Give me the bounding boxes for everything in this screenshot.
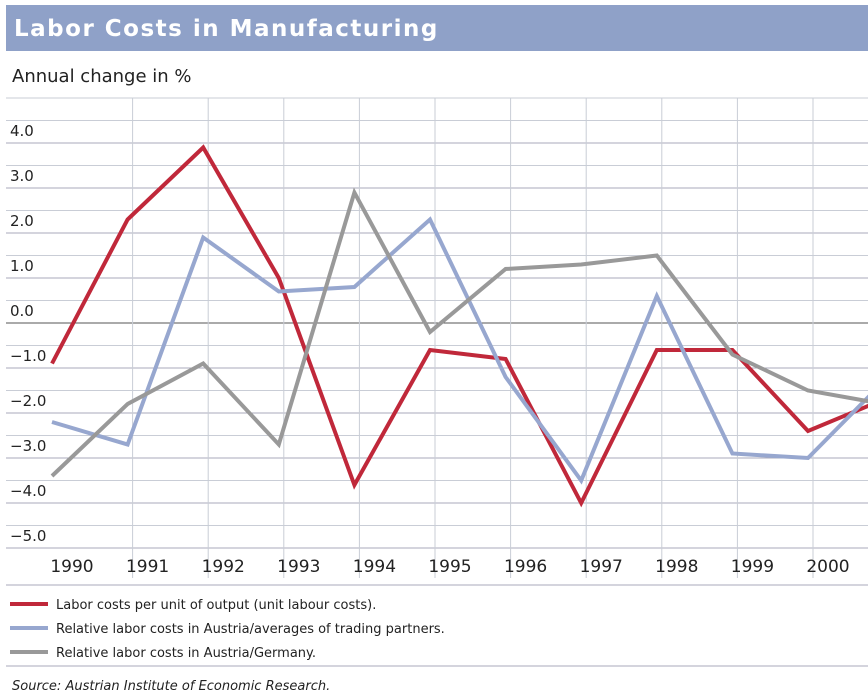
chart-title: Labor Costs in Manufacturing [14,16,439,42]
x-tick-label: 1998 [655,557,698,577]
x-tick-label: 1997 [580,557,623,577]
y-tick-label: 4.0 [10,122,34,140]
legend-label: Relative labor costs in Austria/averages… [56,622,445,637]
x-tick-label: 1993 [277,557,320,577]
y-tick-label: 0.0 [10,302,34,320]
x-tick-label: 1992 [202,557,245,577]
y-tick-label: 3.0 [10,167,34,185]
x-tick-label: 1999 [731,557,774,577]
x-tick-label: 2000 [806,557,849,577]
subtitle: Annual change in % [12,66,192,87]
series-line [50,187,868,478]
x-tick-label: 1995 [428,557,471,577]
x-tick-label: 1994 [353,557,396,577]
series-line [50,144,868,508]
x-tick-label: 1990 [50,557,93,577]
y-tick-label: −2.0 [10,392,46,410]
y-tick-label: 2.0 [10,212,34,230]
legend-label: Relative labor costs in Austria/Germany. [56,646,316,661]
y-tick-label: −3.0 [10,437,46,455]
x-tick-label: 1991 [126,557,169,577]
y-tick-label: −1.0 [10,347,46,365]
source: Source: Austrian Institute of Economic R… [12,679,330,692]
y-tick-label: 1.0 [10,257,34,275]
title-bar [6,5,868,51]
series-line [51,216,868,485]
y-tick-label: −4.0 [10,482,46,500]
legend-label: Labor costs per unit of output (unit lab… [56,598,376,613]
y-tick-label: −5.0 [10,527,46,545]
x-tick-label: 1996 [504,557,547,577]
